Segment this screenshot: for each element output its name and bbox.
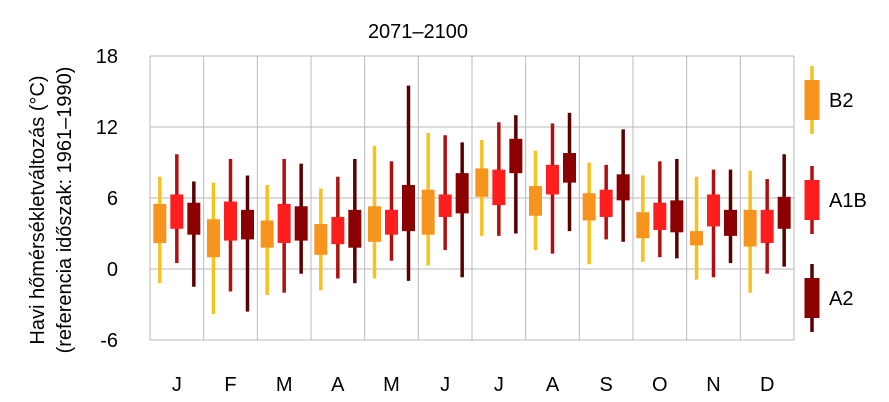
y-axis-label-line2: (referencia időszak: 1961–1990) [54, 67, 76, 354]
box-b2 [690, 231, 703, 246]
box-a1b [707, 194, 720, 227]
box-a1b [492, 169, 506, 206]
x-tick-label: A [546, 374, 560, 396]
x-tick-label: M [276, 374, 293, 396]
plot-marks [153, 85, 791, 314]
legend-box-a1b [804, 180, 820, 220]
box-b2 [153, 203, 167, 243]
box-a2 [509, 138, 523, 174]
box-a2 [777, 196, 791, 229]
box-a2 [724, 209, 737, 236]
legend-label-a1b: A1B [829, 190, 867, 212]
y-tick-label: 18 [96, 46, 118, 68]
x-tick-label: J [440, 374, 450, 396]
chart-title: 2071–2100 [368, 21, 468, 43]
x-tick-label: F [224, 374, 236, 396]
box-b2 [368, 206, 381, 242]
box-a2 [241, 209, 254, 240]
box-b2 [529, 186, 542, 216]
x-tick-label: S [599, 374, 612, 396]
legend: B2 A1B A2 [804, 66, 867, 332]
box-a2 [670, 200, 684, 233]
x-tick-label: A [331, 374, 345, 396]
box-a2 [402, 184, 415, 232]
box-b2 [636, 212, 650, 239]
x-tick-label: O [652, 374, 668, 396]
y-axis-label-line1: Havi hőmérsékletváltozás (°C) [27, 75, 49, 344]
y-tick-label: 0 [107, 259, 118, 281]
whisker-a2 [245, 175, 250, 312]
x-tick-label: D [760, 374, 774, 396]
y-tick-label: 6 [107, 188, 118, 210]
legend-label-a2: A2 [829, 288, 853, 310]
y-tick-label: 12 [96, 117, 118, 139]
box-a2 [187, 202, 201, 235]
box-a2 [563, 153, 576, 183]
box-a1b [438, 194, 452, 217]
box-a1b [653, 202, 667, 230]
box-a1b [224, 201, 237, 241]
legend-box-a2 [804, 278, 820, 318]
box-b2 [207, 219, 220, 258]
box-a2 [348, 209, 362, 248]
box-a1b [546, 164, 559, 195]
box-a1b [599, 189, 613, 217]
x-tick-label: N [706, 374, 720, 396]
box-a2 [455, 173, 469, 214]
box-a1b [385, 209, 398, 235]
x-tick-label: M [383, 374, 400, 396]
box-b2 [314, 224, 328, 255]
x-tick-label: J [494, 374, 504, 396]
legend-label-b2: B2 [829, 90, 853, 112]
box-b2 [260, 220, 274, 248]
box-a1b [760, 209, 774, 243]
box-a2 [616, 174, 630, 201]
box-b2 [582, 193, 596, 221]
x-tick-label: J [172, 374, 182, 396]
box-b2 [475, 168, 489, 197]
whisker-a2 [406, 85, 411, 281]
box-b2 [743, 209, 757, 247]
box-a1b [277, 203, 291, 243]
y-tick-labels: 18 12 6 0 -6 [96, 46, 118, 352]
box-a1b [331, 216, 345, 245]
y-tick-label: -6 [100, 330, 118, 352]
plot-grid [149, 55, 795, 341]
box-a2 [294, 206, 308, 241]
box-a1b [170, 194, 184, 229]
box-b2 [421, 189, 435, 235]
whisker-b2 [694, 176, 699, 280]
whisker-a2 [514, 115, 518, 234]
whisker-a1b [443, 135, 447, 251]
legend-box-b2 [804, 80, 820, 120]
